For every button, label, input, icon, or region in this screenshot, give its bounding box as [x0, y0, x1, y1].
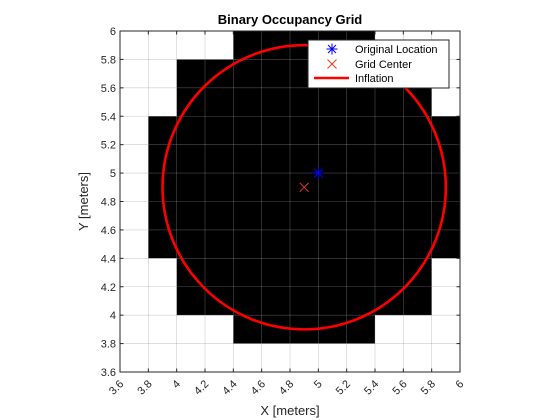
grid-center-marker [299, 182, 310, 193]
y-tick-label: 5.2 [101, 140, 116, 152]
legend-x-symbol [327, 59, 337, 69]
y-tick-label: 5.4 [101, 111, 116, 123]
inflation-circle [161, 43, 448, 331]
legend-marker-original-location [326, 43, 338, 55]
y-tick-label: 4.2 [101, 282, 116, 294]
legend: Original Location Grid Center Inflation [307, 39, 450, 89]
y-tick-label: 6 [110, 26, 116, 38]
legend-label-grid-center: Grid Center [355, 59, 412, 71]
y-tick-label: 4.8 [101, 197, 116, 209]
y-tick-label: 4.6 [101, 225, 116, 237]
legend-label-original-location: Original Location [355, 44, 438, 56]
y-tick-label: 5.6 [101, 83, 116, 95]
legend-star-symbol [326, 43, 338, 55]
y-tick-label: 4 [110, 310, 116, 322]
y-tick-label: 5 [110, 168, 116, 180]
chart-title: Binary Occupancy Grid [218, 12, 363, 27]
legend-marker-grid-center [327, 59, 337, 69]
y-tick-label: 3.6 [101, 367, 116, 379]
original-location-marker [312, 167, 325, 180]
y-axis-label: Y [meters] [76, 172, 91, 231]
x-axis-label: X [meters] [260, 403, 319, 418]
series-layer [161, 43, 448, 331]
y-tick-label: 3.8 [101, 339, 116, 351]
y-tick-label: 5.8 [101, 54, 116, 66]
legend-label-inflation: Inflation [355, 73, 394, 85]
y-tick-label: 4.4 [101, 253, 116, 265]
